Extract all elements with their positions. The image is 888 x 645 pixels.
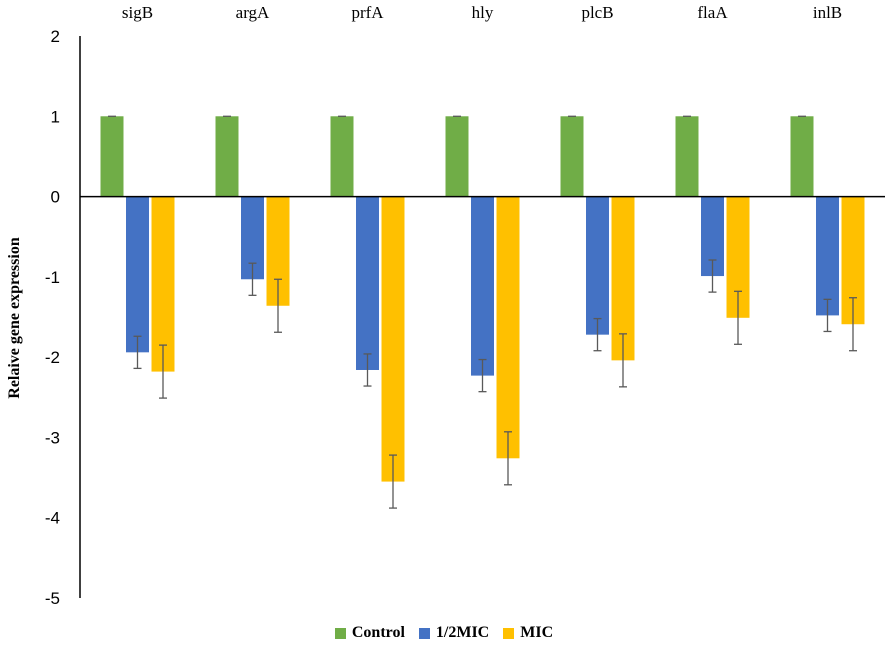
legend-swatch bbox=[503, 627, 515, 639]
y-tick-label: -2 bbox=[45, 348, 60, 367]
y-tick-labels: 2 1 0 -1 -2 -3 -4 -5 bbox=[45, 27, 60, 608]
error-bar-1-2mic-sigB bbox=[133, 335, 142, 370]
bar-1-2mic-plcB bbox=[586, 196, 609, 335]
y-tick-label: -3 bbox=[45, 428, 60, 447]
category-label: hly bbox=[472, 3, 494, 22]
y-axis-label: Relaive gene expression bbox=[6, 237, 23, 399]
bar-control-hly bbox=[445, 116, 469, 197]
error-bar-mic-inlB bbox=[849, 297, 857, 352]
legend-item-half-mic: 1/2MIC bbox=[418, 624, 490, 642]
error-bar-mic-flaA bbox=[734, 290, 742, 345]
error-bar-1-2mic-flaA bbox=[708, 259, 717, 293]
bar-mic-inlB bbox=[841, 196, 865, 325]
bar-mic-plcB bbox=[611, 196, 635, 361]
bar-1-2mic-argA bbox=[241, 196, 264, 280]
bar-mic-argA bbox=[266, 196, 290, 306]
bar-mic-sigB bbox=[151, 196, 175, 372]
bar-control-sigB bbox=[100, 116, 124, 197]
legend-item-control: Control bbox=[334, 624, 405, 642]
bar-control-inlB bbox=[790, 116, 814, 197]
error-bar-1-2mic-hly bbox=[478, 358, 487, 393]
category-labels: sigB argA prfA hly plcB flaA inlB bbox=[122, 3, 842, 22]
bar-control-prfA bbox=[330, 116, 354, 197]
y-tick-label: -1 bbox=[45, 268, 60, 287]
error-bar-mic-plcB bbox=[619, 333, 627, 388]
bar-1-2mic-sigB bbox=[126, 196, 149, 353]
y-tick-label: 1 bbox=[51, 107, 60, 126]
y-tick-label: 0 bbox=[51, 188, 60, 207]
bar-1-2mic-flaA bbox=[701, 196, 724, 277]
error-bar-mic-prfA bbox=[389, 454, 397, 509]
category-label: sigB bbox=[122, 3, 153, 22]
error-bar-1-2mic-inlB bbox=[823, 298, 832, 333]
y-tick-label: -5 bbox=[45, 589, 60, 608]
bar-mic-prfA bbox=[381, 196, 405, 482]
bar-1-2mic-prfA bbox=[356, 196, 379, 370]
error-bar-1-2mic-plcB bbox=[593, 317, 602, 352]
category-label: argA bbox=[236, 3, 270, 22]
error-bar-mic-argA bbox=[274, 278, 282, 333]
y-tick-label: 2 bbox=[51, 27, 60, 46]
error-bar-1-2mic-prfA bbox=[363, 353, 372, 387]
y-tick-label: -4 bbox=[45, 509, 60, 528]
error-bar-1-2mic-argA bbox=[248, 262, 257, 296]
legend-label: MIC bbox=[520, 624, 554, 641]
category-label: prfA bbox=[351, 3, 384, 22]
legend-label: Control bbox=[351, 624, 405, 641]
error-bar-mic-hly bbox=[504, 431, 512, 486]
error-bars bbox=[108, 115, 857, 509]
legend-label: 1/2MIC bbox=[435, 624, 490, 641]
legend-swatch bbox=[418, 627, 430, 639]
category-label: flaA bbox=[697, 3, 728, 22]
bar-control-flaA bbox=[675, 116, 699, 197]
legend: Control 1/2MIC MIC bbox=[0, 624, 888, 642]
error-bar-mic-sigB bbox=[159, 344, 167, 399]
bar-control-plcB bbox=[560, 116, 584, 197]
bar-1-2mic-hly bbox=[471, 196, 494, 376]
category-label: inlB bbox=[813, 3, 842, 22]
legend-swatch bbox=[334, 627, 346, 639]
category-label: plcB bbox=[581, 3, 613, 22]
bar-control-argA bbox=[215, 116, 239, 197]
bar-mic-hly bbox=[496, 196, 520, 459]
bar-mic-flaA bbox=[726, 196, 750, 318]
bar-1-2mic-inlB bbox=[816, 196, 839, 316]
bars bbox=[100, 116, 865, 482]
legend-item-mic: MIC bbox=[503, 624, 553, 642]
